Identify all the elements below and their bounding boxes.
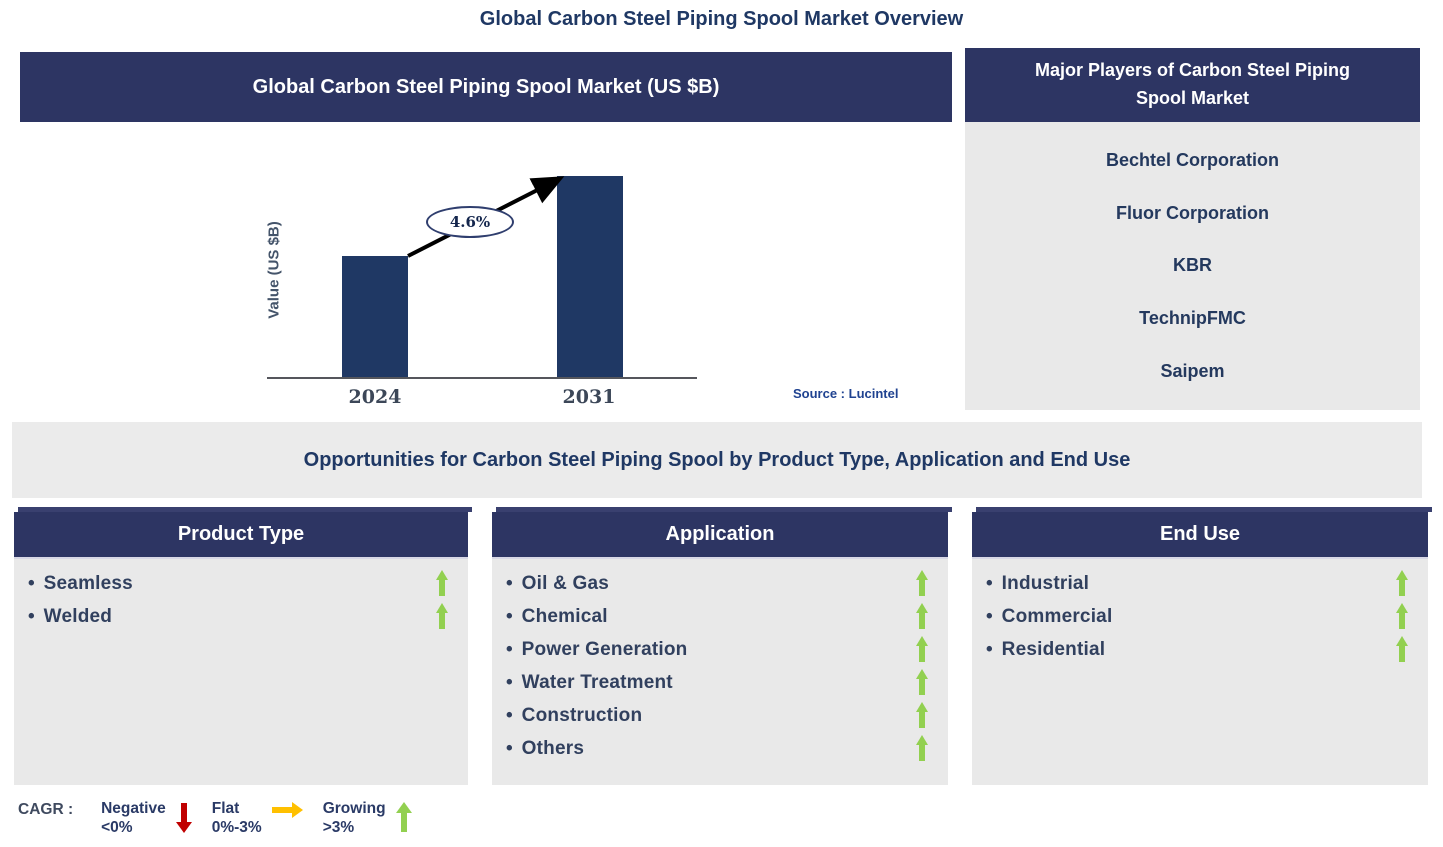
item-label: Welded — [43, 605, 113, 627]
growth-up-arrow-icon — [915, 668, 928, 697]
application-list: • Oil & Gas • Chemical • Power Generation • Wat… — [492, 557, 948, 785]
players-panel-title: Major Players of Carbon Steel Piping Spo… — [1034, 60, 1351, 108]
player-name: Bechtel Corporation — [1105, 149, 1279, 170]
bullet-icon: • — [986, 605, 993, 627]
product-type-header: Product Type — [14, 507, 472, 557]
player-name: Fluor Corporation — [1116, 202, 1269, 223]
list-item: • Oil & Gas — [506, 567, 938, 600]
legend-range: >3% — [322, 819, 355, 836]
growth-up-arrow-icon — [435, 602, 448, 631]
bullet-icon: • — [506, 572, 513, 594]
x-axis-line — [267, 377, 697, 379]
growth-up-arrow-icon — [915, 734, 928, 763]
end-use-header: End Use — [972, 507, 1432, 557]
player-name: Saipem — [1160, 361, 1225, 382]
list-item: • Welded — [28, 600, 458, 633]
item-label: Water Treatment — [521, 671, 673, 693]
end-use-panel: End Use • Industrial • Commercial • Residenti… — [972, 507, 1432, 785]
bullet-icon: • — [28, 572, 35, 594]
legend-range: <0% — [101, 819, 133, 836]
product-type-list: • Seamless • Welded — [14, 557, 468, 785]
player-name: KBR — [1173, 255, 1212, 276]
panel-title: End Use — [1159, 523, 1241, 545]
growth-trend-arrow-icon — [407, 176, 565, 258]
item-label: Residential — [1001, 638, 1106, 660]
application-header: Application — [492, 507, 952, 557]
bullet-icon: • — [506, 671, 513, 693]
legend-name: Growing — [322, 800, 386, 817]
legend-name: Negative — [101, 800, 166, 817]
growth-up-arrow-icon — [1395, 569, 1408, 598]
application-panel: Application • Oil & Gas • Chemical • Power Ge… — [492, 507, 952, 785]
legend-entry-flat: Flat 0%-3% — [212, 799, 303, 837]
item-label: Seamless — [43, 572, 133, 594]
panel-title: Product Type — [177, 523, 305, 545]
legend-entry-negative: Negative <0% — [101, 799, 192, 837]
list-item: • Residential — [986, 633, 1418, 666]
item-label: Commercial — [1001, 605, 1113, 627]
x-tick-2031: 2031 — [562, 386, 616, 408]
flat-right-arrow-icon — [271, 802, 303, 818]
list-item: • Construction — [506, 699, 938, 732]
growth-up-arrow-icon — [435, 569, 448, 598]
item-label: Power Generation — [521, 638, 688, 660]
cagr-value: 4.6% — [449, 213, 491, 231]
legend-entry-growing: Growing >3% — [323, 799, 412, 837]
chart-panel-header: Global Carbon Steel Piping Spool Market … — [20, 52, 952, 122]
item-label: Others — [521, 737, 585, 759]
x-tick-2024: 2024 — [348, 386, 402, 408]
legend-range: 0%-3% — [211, 819, 262, 836]
page-title: Global Carbon Steel Piping Spool Market … — [479, 8, 964, 30]
list-item: • Chemical — [506, 600, 938, 633]
cagr-legend: CAGR : Negative <0% Flat 0%-3% Growing >… — [18, 799, 432, 837]
legend-name: Flat — [211, 800, 240, 817]
growth-up-arrow-icon — [915, 569, 928, 598]
item-label: Oil & Gas — [521, 572, 609, 594]
negative-down-arrow-icon — [175, 802, 192, 833]
bullet-icon: • — [506, 605, 513, 627]
item-label: Construction — [521, 704, 643, 726]
opportunities-banner-text: Opportunities for Carbon Steel Piping Sp… — [303, 448, 1131, 471]
bullet-icon: • — [506, 737, 513, 759]
growth-up-arrow-icon — [1395, 635, 1408, 664]
product-type-panel: Product Type • Seamless • Welded — [14, 507, 472, 785]
list-item: • Others — [506, 732, 938, 765]
opportunities-banner: Opportunities for Carbon Steel Piping Sp… — [12, 422, 1422, 498]
players-panel-header: Major Players of Carbon Steel Piping Spo… — [965, 48, 1420, 122]
bullet-icon: • — [986, 572, 993, 594]
growth-up-arrow-icon — [1395, 602, 1408, 631]
growth-up-arrow-icon — [915, 602, 928, 631]
list-item: • Industrial — [986, 567, 1418, 600]
chart-title: Global Carbon Steel Piping Spool Market … — [252, 75, 720, 98]
list-item: • Power Generation — [506, 633, 938, 666]
source-note: Source : Lucintel — [793, 386, 899, 401]
cagr-annotation-bubble: 4.6% — [426, 206, 514, 238]
growth-up-arrow-icon — [915, 701, 928, 730]
item-label: Chemical — [521, 605, 608, 627]
item-label: Industrial — [1001, 572, 1090, 594]
panel-title: Application — [665, 523, 775, 545]
growing-up-arrow-icon — [395, 802, 412, 833]
bar-2031 — [557, 176, 623, 377]
list-item: • Water Treatment — [506, 666, 938, 699]
bullet-icon: • — [28, 605, 35, 627]
end-use-list: • Industrial • Commercial • Residential — [972, 557, 1428, 785]
bar-2024 — [342, 256, 408, 377]
players-list: Bechtel Corporation Fluor Corporation KBR T… — [965, 122, 1420, 410]
bar-chart: Value (US $B) 4.6% 2024 2031 Source : Lu… — [20, 122, 952, 415]
bullet-icon: • — [506, 704, 513, 726]
player-name: TechnipFMC — [1139, 308, 1246, 329]
cagr-legend-label: CAGR : — [18, 801, 74, 818]
bullet-icon: • — [986, 638, 993, 660]
list-item: • Commercial — [986, 600, 1418, 633]
growth-up-arrow-icon — [915, 635, 928, 664]
bullet-icon: • — [506, 638, 513, 660]
list-item: • Seamless — [28, 567, 458, 600]
